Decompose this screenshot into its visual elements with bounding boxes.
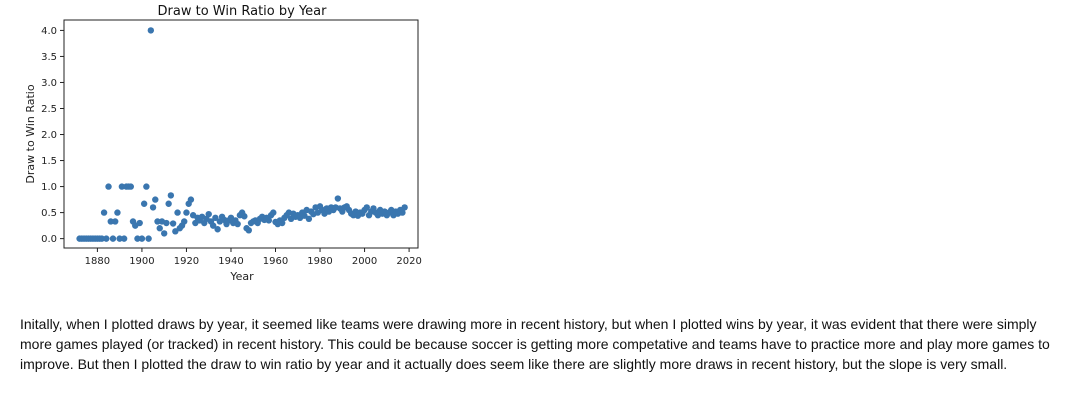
data-point (183, 209, 190, 216)
data-point (305, 215, 313, 223)
data-point (138, 235, 146, 242)
data-point (145, 235, 152, 242)
data-point (136, 219, 143, 227)
scatter-chart: Draw to Win Ratio by Year 1880 1900 1920 19… (0, 0, 430, 290)
data-point (149, 204, 157, 211)
data-point (103, 235, 110, 242)
y-tick-label: 0.0 (41, 234, 57, 245)
data-point (169, 220, 177, 227)
x-tick-label: 2020 (396, 256, 421, 267)
y-tick-label: 1.5 (41, 156, 57, 167)
data-point (152, 196, 159, 203)
x-tick-label: 1920 (174, 256, 199, 267)
y-tick-label: 3.5 (41, 52, 57, 63)
data-point (120, 235, 128, 242)
data-point (165, 200, 172, 207)
data-point (265, 217, 273, 224)
data-point (156, 225, 163, 232)
data-point (116, 235, 123, 242)
data-point (154, 218, 161, 225)
data-point (209, 222, 217, 229)
data-point (187, 196, 195, 203)
data-points (76, 27, 408, 242)
x-ticks: 1880 1900 1920 1940 1960 1980 2000 2020 (85, 248, 422, 267)
data-point (234, 220, 241, 228)
y-tick-label: 2.5 (41, 104, 57, 115)
x-tick-label: 1880 (85, 256, 110, 267)
x-tick-label: 1960 (263, 256, 288, 267)
data-point (134, 235, 141, 242)
data-point (174, 209, 181, 216)
data-point (241, 213, 248, 220)
data-point (118, 183, 126, 190)
y-tick-label: 3.0 (41, 78, 57, 89)
x-tick-label: 1980 (307, 256, 332, 267)
data-point (301, 212, 308, 219)
data-point (401, 204, 408, 211)
data-point (205, 210, 212, 218)
plot-frame (63, 19, 419, 249)
data-point (109, 235, 117, 242)
data-point (278, 219, 286, 227)
x-tick-label: 2000 (352, 256, 377, 267)
data-point (270, 209, 277, 216)
data-point (100, 209, 108, 216)
chart-title: Draw to Win Ratio by Year (158, 4, 328, 19)
y-tick-label: 0.5 (41, 208, 57, 219)
y-axis-label: Draw to Win Ratio (24, 84, 37, 183)
data-point (363, 204, 370, 211)
data-point (214, 226, 221, 233)
data-point (334, 195, 342, 202)
chart-svg: Draw to Win Ratio by Year 1880 1900 1920 19… (24, 4, 422, 283)
data-point (114, 209, 121, 216)
data-point (163, 219, 170, 227)
data-point (245, 227, 252, 234)
data-point (112, 218, 119, 225)
data-point (98, 235, 106, 242)
y-tick-label: 4.0 (41, 26, 57, 37)
data-point (212, 214, 219, 222)
data-point (167, 192, 175, 199)
data-point (140, 200, 148, 207)
data-point (160, 230, 168, 237)
data-point (105, 183, 112, 190)
x-tick-label: 1940 (218, 256, 243, 267)
data-point (143, 183, 150, 190)
data-point (172, 228, 179, 235)
analysis-paragraph: Initally, when I plotted draws by year, … (20, 316, 1050, 372)
x-tick-label: 1900 (129, 256, 154, 267)
data-point (107, 218, 114, 225)
data-point (147, 27, 155, 34)
data-point (127, 183, 134, 190)
data-point (399, 209, 406, 216)
y-tick-label: 2.0 (41, 130, 57, 141)
y-tick-label: 1.0 (41, 182, 57, 193)
y-ticks: 0.0 0.5 1.0 1.5 2.0 2.5 3.0 3.5 4.0 (41, 26, 64, 245)
x-axis-label: Year (229, 270, 254, 283)
data-point (181, 218, 188, 225)
